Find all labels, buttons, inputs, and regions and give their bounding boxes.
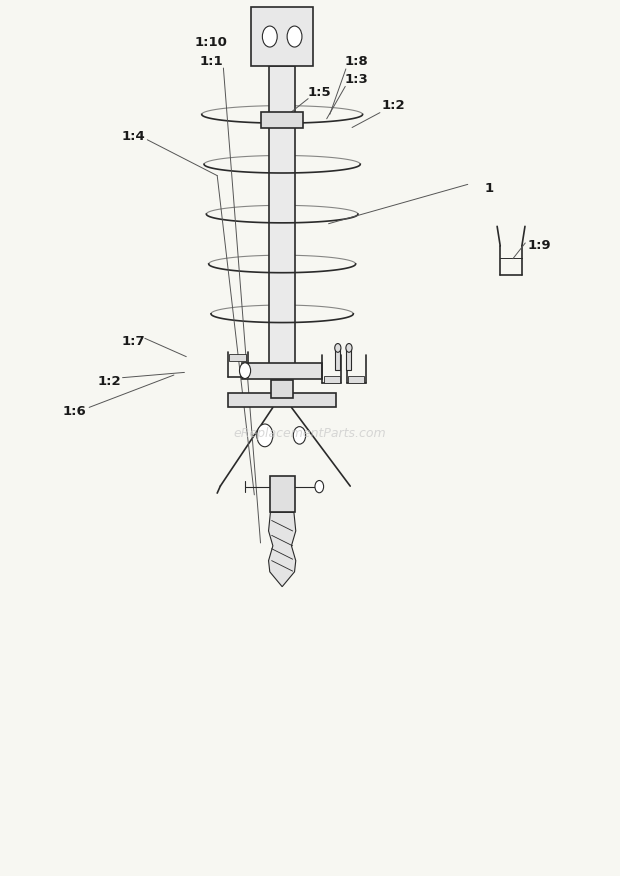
Text: eReplacementParts.com: eReplacementParts.com xyxy=(234,427,386,440)
Bar xyxy=(229,354,246,361)
Circle shape xyxy=(293,427,306,444)
Bar xyxy=(251,7,313,67)
Text: 1:2: 1:2 xyxy=(97,375,121,388)
Bar xyxy=(348,376,365,383)
Text: 1:4: 1:4 xyxy=(122,130,146,143)
Text: 1:5: 1:5 xyxy=(308,86,331,99)
Circle shape xyxy=(335,343,341,352)
Bar xyxy=(271,380,293,398)
Text: 1:6: 1:6 xyxy=(63,406,87,418)
Bar xyxy=(242,363,322,378)
Text: 1:9: 1:9 xyxy=(527,239,551,252)
Text: 1:1: 1:1 xyxy=(199,55,223,68)
Polygon shape xyxy=(268,512,296,587)
Bar xyxy=(335,348,340,370)
Text: 1:10: 1:10 xyxy=(195,36,228,49)
Text: 1: 1 xyxy=(485,182,494,195)
Circle shape xyxy=(262,26,277,47)
Bar xyxy=(270,476,294,512)
Circle shape xyxy=(287,26,302,47)
Circle shape xyxy=(239,363,250,378)
Circle shape xyxy=(315,481,324,493)
Text: 1:7: 1:7 xyxy=(122,336,146,349)
Text: 1:8: 1:8 xyxy=(345,55,368,68)
Bar xyxy=(261,112,303,128)
Bar xyxy=(228,393,336,407)
Bar xyxy=(324,376,340,383)
Circle shape xyxy=(257,424,273,447)
Text: 1:3: 1:3 xyxy=(345,73,368,86)
Bar xyxy=(347,348,352,370)
Text: 1:2: 1:2 xyxy=(382,99,405,112)
Bar xyxy=(269,67,295,368)
Circle shape xyxy=(346,343,352,352)
